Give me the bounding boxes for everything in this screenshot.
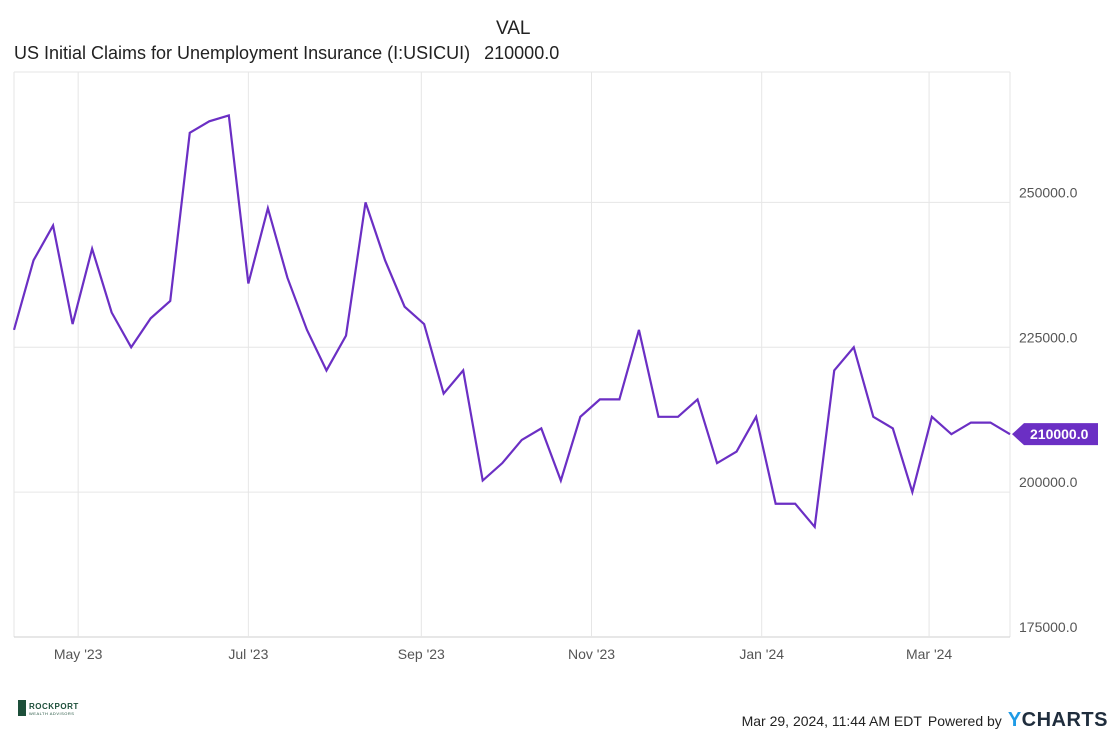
last-value-badge-layer: 210000.0 [1012,423,1098,446]
x-tick-label: May '23 [54,646,103,662]
series-line-initial-claims [12,114,1011,530]
last-value-label: 210000.0 [1030,426,1089,442]
y-tick-label: 250000.0 [1019,184,1078,200]
last-value-badge [1012,423,1098,446]
series-layer [12,114,1011,530]
timestamp: Mar 29, 2024, 11:44 AM EDT [741,712,922,729]
legend-series-name: US Initial Claims for Unemployment Insur… [14,43,471,63]
y-tick-label: 175000.0 [1019,619,1078,635]
logo-mark-icon [18,700,26,716]
y-axis-ticks: 175000.0 200000.0 225000.0 250000.0 [1019,184,1078,635]
legend-header: VAL [496,18,531,39]
logo-main-text: ROCKPORT [29,702,79,711]
x-tick-label: Sep '23 [398,646,445,662]
footer-attribution: Mar 29, 2024, 11:44 AM EDT Powered by YC… [742,709,1108,732]
grid-layer [13,71,1011,638]
x-tick-label: Jul '23 [228,646,268,662]
legend-series-value: 210000.0 [484,43,560,63]
y-tick-label: 225000.0 [1019,329,1078,345]
x-axis-ticks: May '23 Jul '23 Sep '23 Nov '23 Jan '24 Mar '… [54,646,953,662]
x-tick-label: Mar '24 [906,646,952,662]
x-tick-label: Nov '23 [568,646,615,662]
legend-series-row[interactable]: US Initial Claims for Unemployment Insur… [14,43,559,64]
powered-by-text: Powered by [927,712,1002,729]
logo-sub-text: WEALTH ADVISORS [29,711,75,716]
y-tick-label: 200000.0 [1019,474,1078,490]
x-tick-label: Jan '24 [739,646,784,662]
rockport-logo: ROCKPORT WEALTH ADVISORS [18,700,79,716]
ycharts-logo[interactable]: YCHARTS [1007,709,1108,731]
